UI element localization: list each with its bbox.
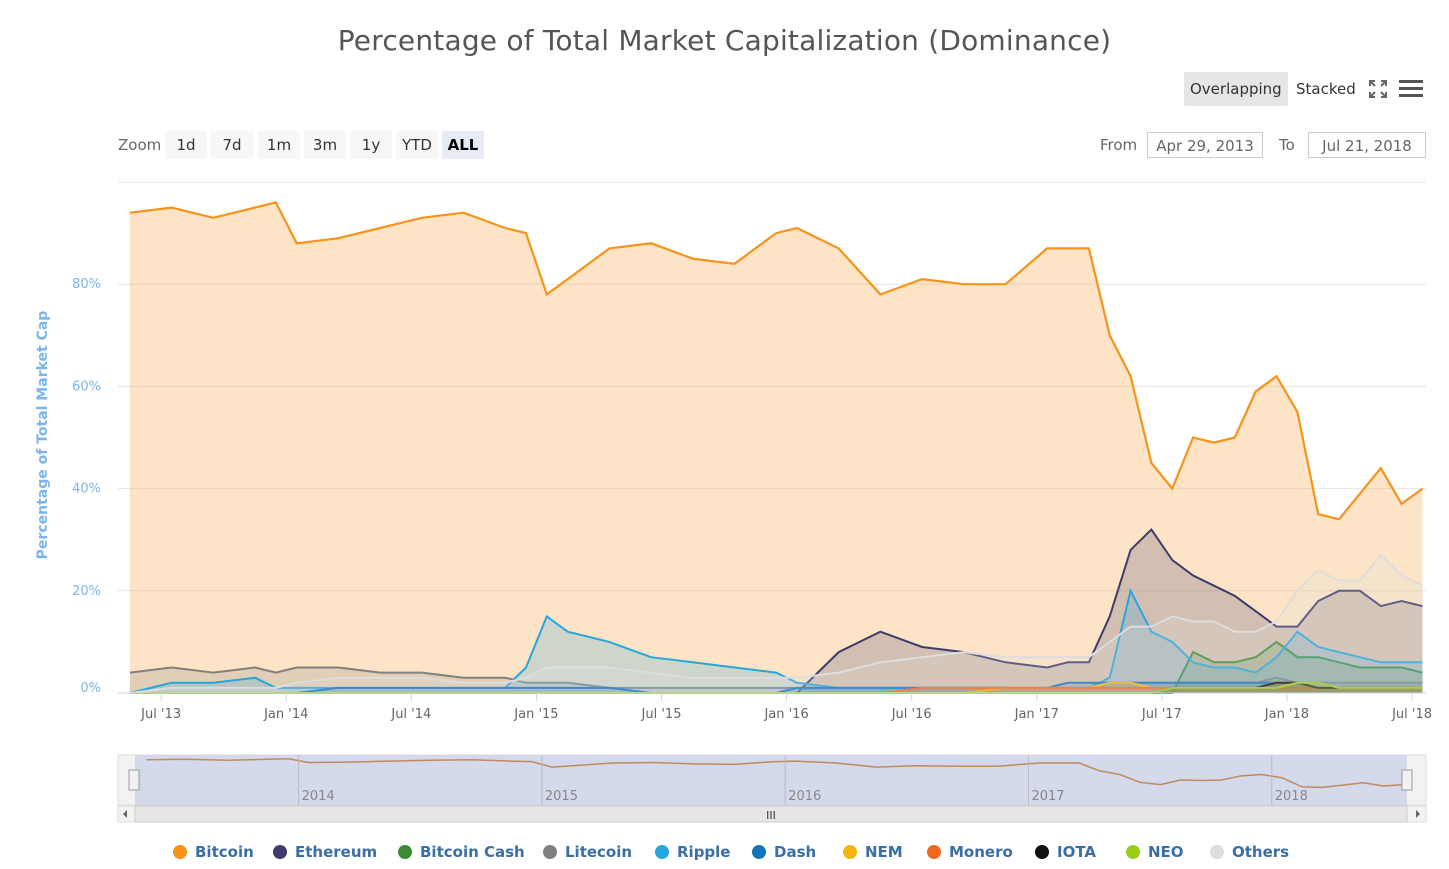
hamburger-menu-icon[interactable] [1399,79,1423,99]
legend-item-litecoin[interactable]: Litecoin [543,842,632,862]
bitcoin-series-line [129,201,1424,521]
legend-marker [1210,845,1224,859]
scrollbar-grip-icon: III [766,809,776,822]
x-tick-label: Jan '18 [1264,707,1309,722]
navigator-tick-label: 2016 [788,789,821,804]
navigator[interactable]: 2014 2015 2016 2017 2018 III [117,754,1427,823]
navigator-series-line [146,758,1404,789]
ethereum-area [129,529,1423,693]
navigator-left-handle[interactable] [128,769,140,791]
navigator-tick-label: 2018 [1275,789,1308,804]
legend-marker [752,845,766,859]
y-axis-label: Percentage of Total Market Cap [35,311,51,560]
x-tick-label: Jan '16 [763,707,808,722]
legend-marker [398,845,412,859]
navigator-right-handle[interactable] [1401,769,1413,791]
to-date-input[interactable]: Jul 21, 2018 [1308,132,1426,158]
zoom-all-button[interactable]: ALL [442,131,484,159]
legend-marker [655,845,669,859]
litecoin-area [129,667,1423,693]
legend-item-monero[interactable]: Monero [927,842,1013,862]
scroll-left-arrow-icon[interactable] [123,810,127,818]
from-label: From [1100,136,1138,154]
to-label: To [1279,136,1295,154]
y-tick-label: 20% [72,584,101,599]
y-tick-label: 60% [72,379,101,394]
legend-label: Others [1232,843,1290,861]
navigator-tick-label: 2017 [1031,789,1064,804]
y-tick-label: 40% [72,482,101,497]
monero-area [129,687,1423,693]
scroll-right-arrow-icon[interactable] [1416,810,1420,818]
legend-label: Ethereum [295,843,378,861]
x-tick-label: Jan '14 [263,707,308,722]
fullscreen-icon[interactable] [1368,79,1388,99]
legend-label: Monero [949,843,1013,861]
zoom-1d-button[interactable]: 1d [165,131,207,159]
others-series-line [129,553,1423,694]
stacked-button[interactable]: Stacked [1296,80,1356,98]
legend-item-bitcoin[interactable]: Bitcoin [173,842,254,862]
x-tick-label: Jul '18 [1391,707,1432,722]
legend-item-others[interactable]: Others [1210,842,1289,862]
others-area [129,555,1423,693]
zoom-label: Zoom [118,136,162,154]
overlapping-button[interactable]: Overlapping [1184,72,1288,106]
zoom-1y-button[interactable]: 1y [350,131,392,159]
legend-label: Bitcoin [195,843,254,861]
zoom-ytd-button[interactable]: YTD [396,131,438,159]
y-tick-label: 80% [72,277,101,292]
zoom-1m-button[interactable]: 1m [258,131,300,159]
chart-title: Percentage of Total Market Capitalizatio… [337,24,1112,57]
legend-label: Dash [774,843,817,861]
zoom-7d-button[interactable]: 7d [211,131,253,159]
legend-label: IOTA [1057,843,1097,861]
x-tick-label: Jul '16 [891,707,932,722]
zoom-3m-button[interactable]: 3m [304,131,346,159]
x-tick-label: Jul '14 [390,707,431,722]
legend-item-nem[interactable]: NEM [843,842,903,862]
from-date-input[interactable]: Apr 29, 2013 [1147,132,1263,158]
navigator-tick-label: 2014 [302,789,335,804]
legend-marker [173,845,187,859]
legend-item-neo[interactable]: NEO [1126,842,1184,862]
legend-item-ripple[interactable]: Ripple [655,842,730,862]
legend-item-dash[interactable]: Dash [752,842,816,862]
navigator-tick-label: 2015 [545,789,578,804]
x-tick-label: Jan '15 [513,707,558,722]
legend-item-bitcoin-cash[interactable]: Bitcoin Cash [398,842,525,862]
bitcoin-area [129,202,1423,693]
x-tick-label: Jan '17 [1014,707,1059,722]
legend-marker [543,845,557,859]
legend-label: Litecoin [565,843,633,861]
scrollbar-thumb[interactable] [134,805,1408,823]
x-tick-label: Jul '13 [140,707,181,722]
legend-label: NEO [1148,843,1184,861]
legend-label: NEM [865,843,903,861]
legend-item-ethereum[interactable]: Ethereum [273,842,377,862]
legend-label: Bitcoin Cash [420,843,525,861]
x-tick-label: Jul '15 [641,707,682,722]
legend-label: Ripple [677,843,731,861]
legend-marker [1126,845,1140,859]
legend-marker [927,845,941,859]
legend-marker [843,845,857,859]
legend-item-iota[interactable]: IOTA [1035,842,1096,862]
x-tick-label: Jul '17 [1141,707,1182,722]
y-tick-label: 0% [80,681,101,696]
legend-marker [273,845,287,859]
legend-marker [1035,845,1049,859]
